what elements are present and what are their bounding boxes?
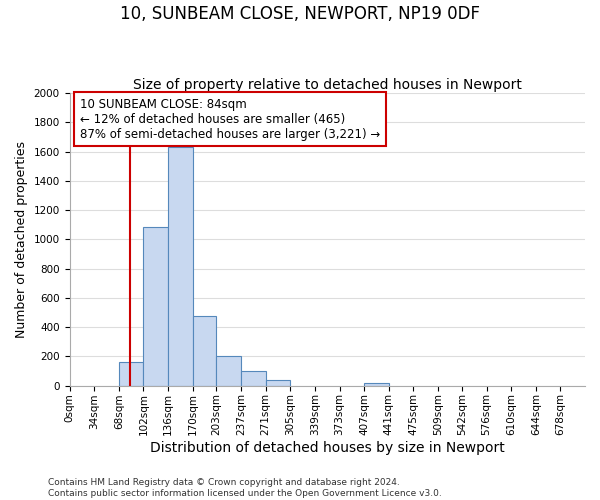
- X-axis label: Distribution of detached houses by size in Newport: Distribution of detached houses by size …: [150, 441, 505, 455]
- Text: Contains HM Land Registry data © Crown copyright and database right 2024.
Contai: Contains HM Land Registry data © Crown c…: [48, 478, 442, 498]
- Bar: [217, 356, 241, 386]
- Text: 10 SUNBEAM CLOSE: 84sqm
← 12% of detached houses are smaller (465)
87% of semi-d: 10 SUNBEAM CLOSE: 84sqm ← 12% of detache…: [80, 98, 380, 140]
- Bar: [266, 380, 290, 386]
- Bar: [143, 227, 168, 386]
- Y-axis label: Number of detached properties: Number of detached properties: [15, 141, 28, 338]
- Bar: [119, 362, 143, 386]
- Text: 10, SUNBEAM CLOSE, NEWPORT, NP19 0DF: 10, SUNBEAM CLOSE, NEWPORT, NP19 0DF: [120, 5, 480, 23]
- Bar: [193, 316, 217, 386]
- Bar: [241, 371, 266, 386]
- Bar: [168, 148, 193, 386]
- Title: Size of property relative to detached houses in Newport: Size of property relative to detached ho…: [133, 78, 522, 92]
- Bar: [364, 383, 389, 386]
